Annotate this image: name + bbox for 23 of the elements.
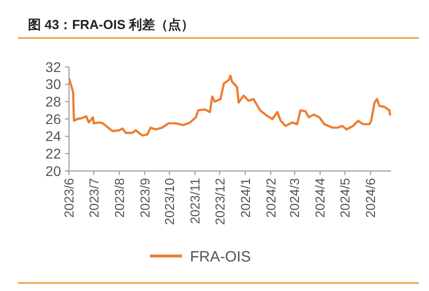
x-tick-label: 2023/11: [188, 178, 203, 224]
x-tick-label: 2023/6: [62, 178, 77, 218]
x-tick-label: 2023/10: [162, 178, 178, 225]
x-tick-label: 2023/7: [86, 178, 102, 218]
x-tick-label: 2024/5: [337, 178, 352, 218]
y-tick-label: 26: [45, 110, 62, 127]
x-tick-label: 2023/8: [112, 178, 127, 218]
x-tick-label: 2024/6: [362, 178, 378, 218]
y-tick-label: 20: [45, 162, 62, 179]
x-tick-label: 2024/4: [312, 178, 328, 218]
y-tick-label: 32: [45, 58, 62, 75]
y-tick-label: 30: [45, 76, 62, 92]
x-tick-label: 2023/12: [212, 178, 228, 225]
line-series: [69, 74, 392, 137]
legend-label: FRA-OIS: [190, 248, 251, 266]
chart-title: 图 43：FRA-OIS 利差（点）: [28, 17, 194, 32]
x-tick-label: 2023/9: [137, 178, 152, 218]
y-tick-label: 22: [45, 146, 62, 162]
y-tick-label: 28: [45, 94, 62, 110]
x-tick-label: 2024/1: [238, 178, 253, 218]
x-tick-label: 2024/2: [263, 178, 278, 218]
x-tick-label: 2024/3: [287, 178, 302, 218]
y-tick-label: 24: [45, 128, 62, 144]
